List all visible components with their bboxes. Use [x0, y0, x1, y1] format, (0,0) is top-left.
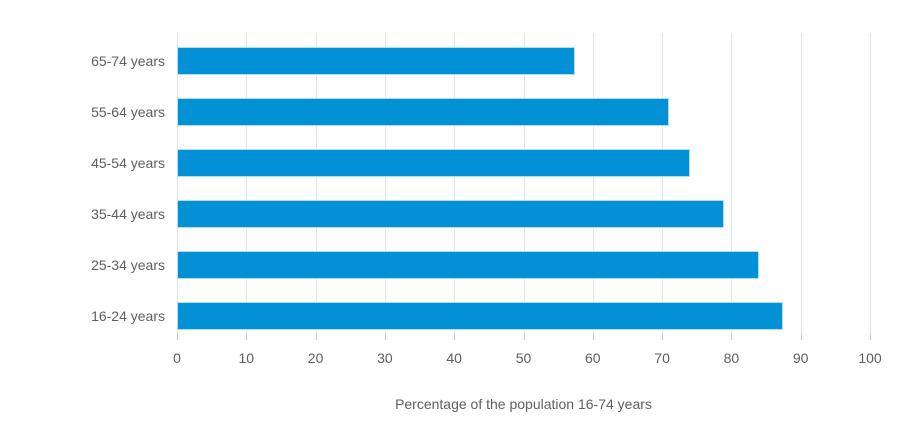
x-tick-label-50: 50 — [515, 350, 532, 366]
plot-area — [177, 33, 871, 334]
x-tick-mark-80 — [731, 334, 733, 340]
x-axis-title: Percentage of the population 16-74 years — [395, 396, 652, 412]
gridline-90 — [800, 33, 802, 334]
category-label-16-24-years: 16-24 years — [91, 308, 165, 324]
bar-25-34-years — [177, 251, 759, 279]
gridline-30 — [384, 33, 386, 334]
gridline-20 — [315, 33, 317, 334]
category-label-25-34-years: 25-34 years — [91, 257, 165, 273]
x-tick-mark-20 — [315, 334, 317, 340]
x-tick-mark-40 — [454, 334, 456, 340]
bar-55-64-years — [177, 98, 669, 126]
gridline-0 — [177, 33, 178, 334]
gridline-50 — [523, 33, 525, 334]
x-tick-mark-0 — [177, 334, 178, 340]
x-tick-label-40: 40 — [446, 350, 462, 366]
bar-65-74-years — [177, 47, 575, 75]
category-label-35-44-years: 35-44 years — [91, 206, 165, 222]
x-tick-label-70: 70 — [654, 350, 670, 366]
bar-35-44-years — [177, 200, 724, 228]
category-label-65-74-years: 65-74 years — [91, 53, 165, 69]
gridline-80 — [731, 33, 733, 334]
gridline-10 — [246, 33, 248, 334]
x-tick-mark-70 — [662, 334, 664, 340]
category-label-55-64-years: 55-64 years — [91, 104, 165, 120]
x-tick-label-60: 60 — [585, 350, 601, 366]
gridline-40 — [454, 33, 456, 334]
x-tick-mark-30 — [384, 334, 386, 340]
gridline-100 — [870, 33, 871, 334]
bar-45-54-years — [177, 149, 690, 177]
x-tick-mark-90 — [800, 334, 802, 340]
gridline-60 — [592, 33, 594, 334]
x-tick-label-90: 90 — [792, 350, 809, 366]
x-tick-label-10: 10 — [238, 350, 255, 366]
x-tick-label-30: 30 — [377, 350, 393, 366]
x-tick-mark-100 — [870, 334, 871, 340]
gridline-70 — [662, 33, 664, 334]
x-tick-mark-60 — [592, 334, 594, 340]
bar-16-24-years — [177, 302, 783, 330]
x-tick-label-0: 0 — [173, 350, 181, 366]
x-tick-mark-50 — [523, 334, 525, 340]
x-tick-label-20: 20 — [307, 350, 324, 366]
x-tick-label-80: 80 — [723, 350, 740, 366]
x-tick-label-100: 100 — [858, 350, 882, 366]
x-tick-mark-10 — [246, 334, 248, 340]
category-label-45-54-years: 45-54 years — [91, 155, 165, 171]
